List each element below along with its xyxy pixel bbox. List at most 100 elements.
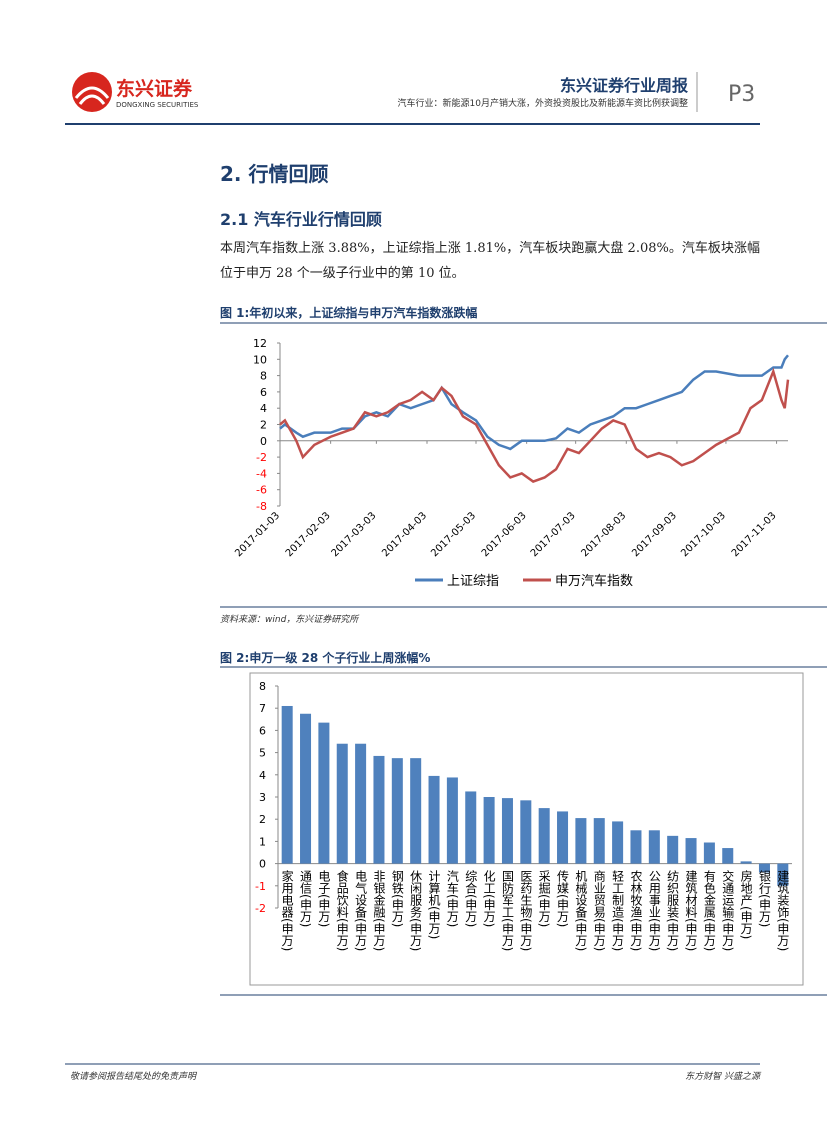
- bar: [428, 775, 440, 864]
- y-tick-label: 6: [259, 724, 266, 737]
- bar: [575, 818, 587, 864]
- x-tick-label: 银行(申万): [757, 870, 771, 928]
- y-tick-label: 4: [259, 769, 266, 782]
- x-tick-label: 通信(申万): [299, 870, 313, 928]
- x-tick-label: 传媒(申万): [556, 869, 570, 928]
- bar: [483, 797, 495, 864]
- y-tick-label: 7: [259, 702, 266, 715]
- x-tick-label: 电气设备(申万): [354, 870, 368, 952]
- bar: [722, 848, 734, 864]
- bar: [557, 811, 569, 864]
- y-tick-label: 3: [259, 791, 266, 804]
- figure-source: 资料来源：wind，东兴证券研究所: [220, 615, 359, 625]
- x-tick-label: 2017-03-03: [330, 510, 379, 559]
- x-tick-label: 有色金属(申万): [702, 870, 716, 952]
- x-tick-label: 农林牧渔(申万): [629, 870, 643, 952]
- x-tick-label: 纺织服装(申万): [666, 870, 680, 952]
- x-tick-label: 2017-07-03: [529, 510, 578, 559]
- bar: [391, 758, 403, 864]
- x-tick-label: 建筑材料(申万): [684, 870, 698, 952]
- x-tick-label: 2017-11-03: [730, 510, 779, 559]
- bar: [281, 705, 293, 864]
- page-number: P3: [728, 82, 755, 107]
- x-tick-label: 医药生物(申万): [519, 870, 533, 951]
- bar: [777, 863, 789, 886]
- y-tick-label: 2: [260, 419, 267, 432]
- x-tick-label: 2017-02-03: [284, 510, 333, 559]
- legend-label: 上证综指: [447, 574, 499, 589]
- subheading: 2.1 汽车行业行情回顾: [220, 210, 382, 229]
- x-tick-label: 计算机(申万): [427, 870, 441, 940]
- y-tick-label: -1: [255, 880, 266, 893]
- bar: [501, 798, 513, 864]
- x-tick-label: 建筑装饰(申万): [776, 870, 790, 952]
- figure-caption: 图 1:年初以来，上证综指与申万汽车指数涨跌幅: [220, 306, 478, 320]
- x-tick-label: 国防军工(申万): [500, 870, 514, 951]
- paragraph: 本周汽车指数上涨 3.88%，上证综指上涨 1.81%，汽车板块跑赢大盘 2.0…: [220, 241, 760, 281]
- y-tick-label: -8: [256, 500, 267, 513]
- bar: [318, 722, 330, 864]
- figure-caption: 图 2:申万一级 28 个子行业上周涨幅%: [220, 651, 431, 665]
- logo-en: DONGXING SECURITIES: [116, 101, 199, 109]
- x-tick-label: 休闲服务(申万): [409, 870, 423, 952]
- x-tick-label: 2017-08-03: [580, 510, 629, 559]
- x-tick-label: 房地产(申万): [739, 869, 753, 940]
- y-tick-label: 5: [259, 747, 266, 760]
- report-title: 东兴证券行业周报: [560, 76, 688, 95]
- report-subtitle: 汽车行业：新能源10月产销大涨，外资投资股比及新能源车资比例获调整: [398, 97, 688, 109]
- bar: [703, 842, 715, 864]
- bar: [336, 743, 348, 864]
- y-tick-label: 1: [259, 835, 266, 848]
- footer-left: 敬请参阅报告结尾处的免责声明: [70, 1072, 197, 1082]
- bar: [593, 818, 605, 864]
- y-tick-label: 0: [259, 858, 266, 871]
- bar: [612, 821, 624, 864]
- x-tick-label: 2017-09-03: [630, 510, 679, 559]
- x-tick-label: 机械设备(申万): [574, 870, 588, 952]
- bar: [410, 758, 422, 864]
- bar: [740, 861, 752, 864]
- logo-cn: 东兴证券: [116, 77, 193, 100]
- bar: [648, 830, 660, 864]
- x-tick-label: 2017-05-03: [429, 510, 478, 559]
- bar: [667, 835, 679, 864]
- y-tick-label: -4: [256, 467, 267, 480]
- logo: [72, 72, 112, 112]
- bar: [520, 800, 532, 864]
- y-tick-label: 2: [259, 813, 266, 826]
- x-tick-label: 交通运输(申万): [721, 869, 735, 952]
- x-tick-label: 商业贸易(申万): [592, 869, 606, 952]
- series-line: [279, 367, 790, 483]
- bar: [373, 755, 385, 864]
- x-tick-label: 化工(申万): [482, 870, 496, 928]
- x-tick-label: 综合(申万): [464, 870, 478, 928]
- y-tick-label: 4: [260, 402, 267, 415]
- bar: [446, 777, 458, 864]
- y-tick-label: 12: [253, 337, 267, 350]
- x-tick-label: 2017-04-03: [380, 510, 429, 559]
- legend-label: 申万汽车指数: [555, 573, 633, 589]
- bar: [758, 863, 770, 873]
- bar: [355, 743, 367, 864]
- x-tick-label: 2017-01-03: [233, 510, 282, 559]
- y-tick-label: 6: [260, 386, 267, 399]
- bar: [630, 830, 642, 864]
- y-tick-label: 8: [260, 370, 267, 383]
- y-tick-label: 10: [253, 353, 267, 366]
- x-tick-label: 非银金融(申万): [372, 870, 386, 952]
- x-tick-label: 2017-06-03: [480, 510, 529, 559]
- x-tick-label: 采掘(申万): [537, 870, 551, 928]
- series-line: [279, 354, 789, 451]
- bar: [538, 808, 550, 864]
- y-tick-label: 8: [259, 680, 266, 693]
- x-tick-label: 钢铁(申万): [390, 870, 404, 928]
- x-tick-label: 食品饮料(申万): [335, 869, 349, 952]
- y-tick-label: -2: [255, 902, 266, 915]
- y-tick-label: -2: [256, 451, 267, 464]
- x-tick-label: 电子(申万): [317, 870, 331, 928]
- x-tick-label: 家用电器(申万): [280, 869, 294, 952]
- bar: [300, 713, 312, 864]
- section-heading: 2. 行情回顾: [220, 162, 329, 186]
- x-tick-label: 轻工制造(申万): [611, 870, 625, 952]
